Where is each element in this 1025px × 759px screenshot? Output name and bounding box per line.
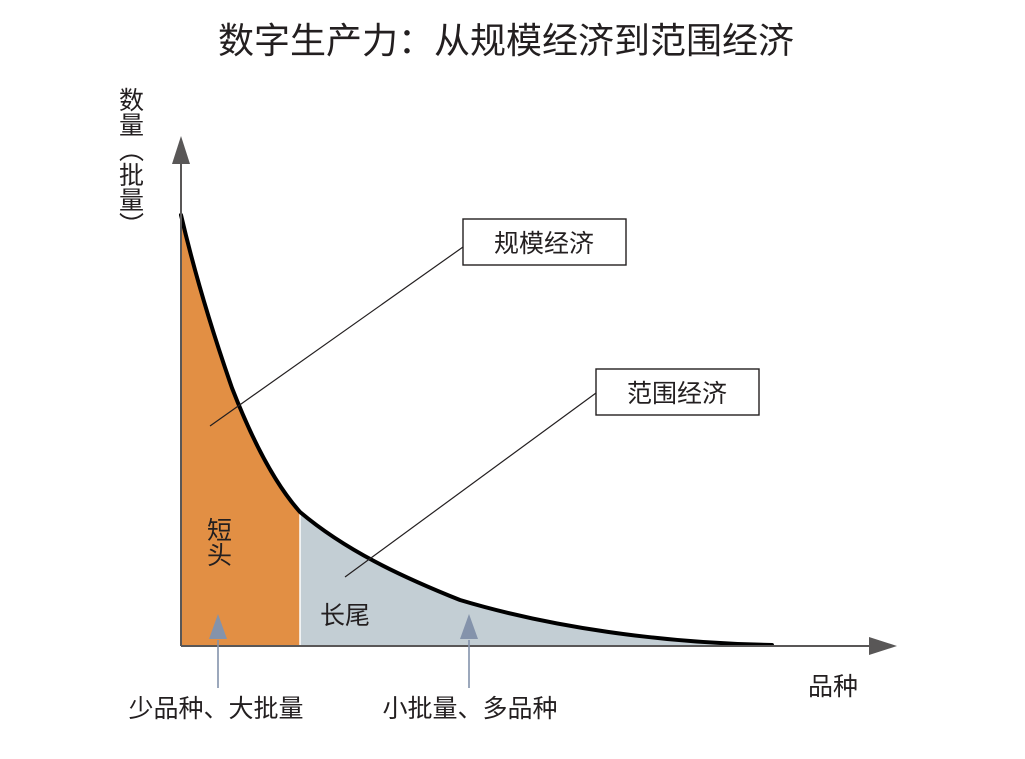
long-tail-arrow-icon	[460, 614, 478, 639]
scale-economy-leader-line	[209, 246, 464, 427]
long-tail-region	[300, 512, 772, 646]
y-axis-arrowhead	[172, 136, 190, 164]
diagram-title: 数字生产力：从规模经济到范围经济	[218, 21, 794, 62]
y-axis-label: 数量（批量）	[116, 87, 145, 237]
short-head-arrow-icon	[209, 614, 227, 639]
x-axis-label: 品种	[808, 672, 858, 701]
bottom-label-right: 小批量、多品种	[382, 694, 557, 723]
x-axis-arrowhead	[869, 637, 897, 655]
decay-curve	[179, 213, 774, 647]
long-tail-label: 长尾	[320, 601, 370, 630]
short-head-region	[181, 215, 300, 646]
scope-economy-leader-line	[344, 392, 597, 578]
scope-economy-box	[595, 368, 760, 416]
short-head-label: 短头	[204, 517, 233, 567]
scale-economy-label: 规模经济	[494, 229, 594, 258]
bottom-label-left: 少品种、大批量	[128, 694, 303, 723]
scope-economy-label: 范围经济	[627, 379, 727, 408]
scale-economy-box	[462, 218, 627, 266]
